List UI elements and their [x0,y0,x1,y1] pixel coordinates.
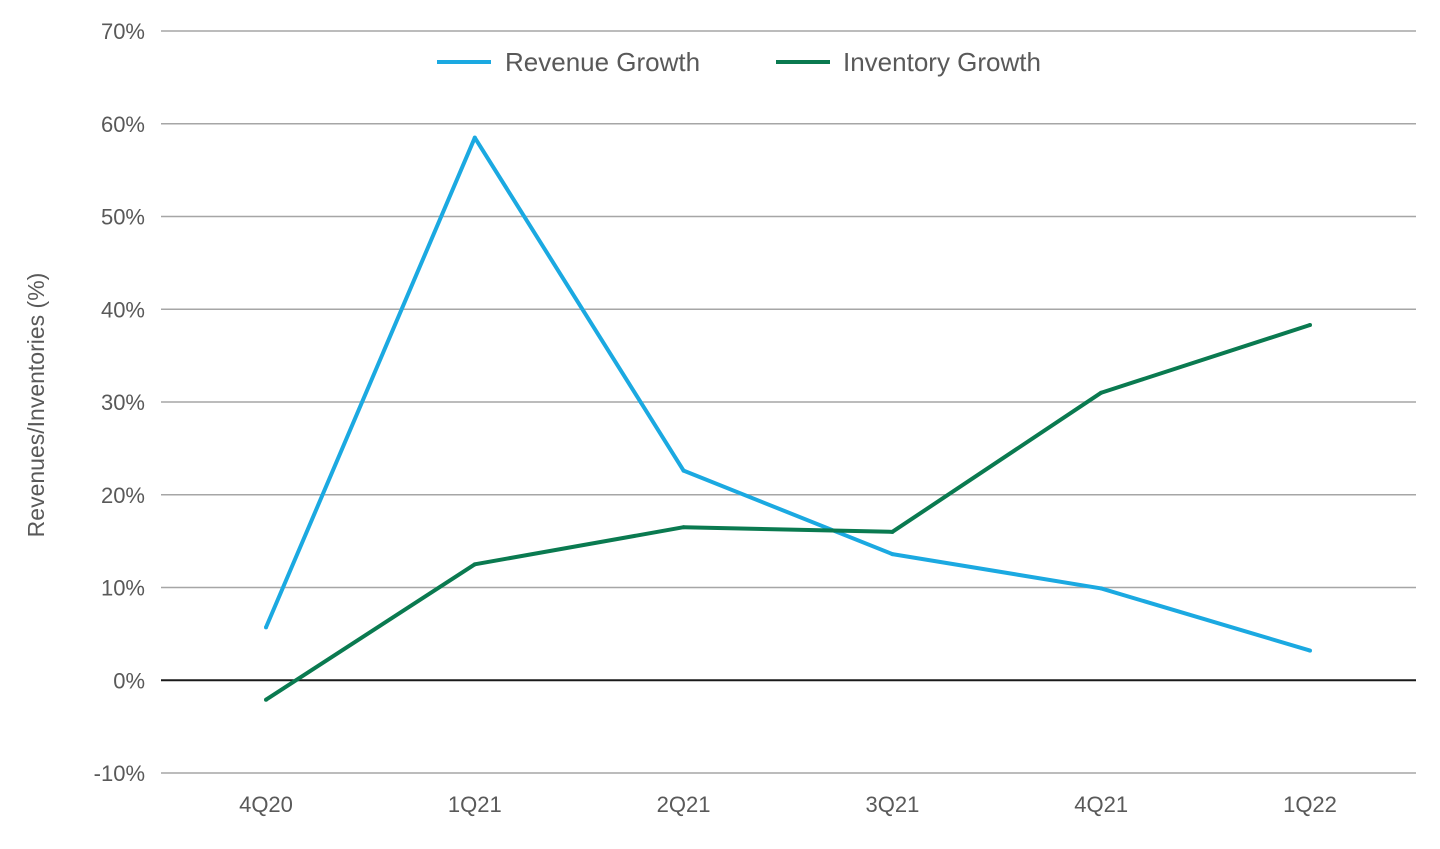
data-point-inventory-growth [681,525,686,530]
y-tick-label: 30% [101,390,145,415]
y-tick-label: 70% [101,19,145,44]
y-axis-ticks: -10% 0% 10% 20% 30% 40% 50% 60% 70% [94,19,145,786]
data-point-inventory-growth [1099,390,1104,395]
legend: Revenue Growth Inventory Growth [437,47,1041,77]
series-line-revenue-growth [264,135,1311,653]
data-point-revenue-growth [681,468,686,473]
data-point-revenue-growth [890,552,895,557]
x-axis-ticks: 4Q20 1Q21 2Q21 3Q21 4Q21 1Q22 [239,792,1337,817]
data-point-revenue-growth [264,625,268,630]
data-point-revenue-growth [1308,648,1312,653]
x-tick-label: 1Q22 [1283,792,1337,817]
y-tick-label: -10% [94,761,145,786]
data-point-inventory-growth [472,562,477,567]
y-tick-label: 60% [101,112,145,137]
data-point-inventory-growth [264,697,268,702]
x-tick-label: 4Q21 [1074,792,1128,817]
series-revenue-growth [264,135,1312,653]
legend-item-revenue-growth: Revenue Growth [437,47,700,77]
y-tick-label: 0% [113,668,145,693]
legend-label-revenue-growth: Revenue Growth [505,47,700,77]
x-tick-label: 1Q21 [448,792,502,817]
legend-item-inventory-growth: Inventory Growth [776,47,1041,77]
series-line-inventory-growth [264,323,1311,702]
x-tick-label: 3Q21 [865,792,919,817]
data-point-revenue-growth [472,135,477,140]
legend-label-inventory-growth: Inventory Growth [843,47,1041,77]
data-point-inventory-growth [890,529,895,534]
series-inventory-growth [264,323,1312,702]
x-tick-label: 4Q20 [239,792,293,817]
y-tick-label: 40% [101,297,145,322]
gridlines [161,30,1416,774]
y-tick-label: 10% [101,576,145,601]
y-tick-label: 20% [101,483,145,508]
data-point-inventory-growth [1308,323,1312,328]
y-tick-label: 50% [101,205,145,230]
series-lines [264,135,1312,702]
data-point-revenue-growth [1099,586,1104,591]
x-tick-label: 2Q21 [657,792,711,817]
y-axis-title: Revenues/Inventories (%) [23,273,49,538]
